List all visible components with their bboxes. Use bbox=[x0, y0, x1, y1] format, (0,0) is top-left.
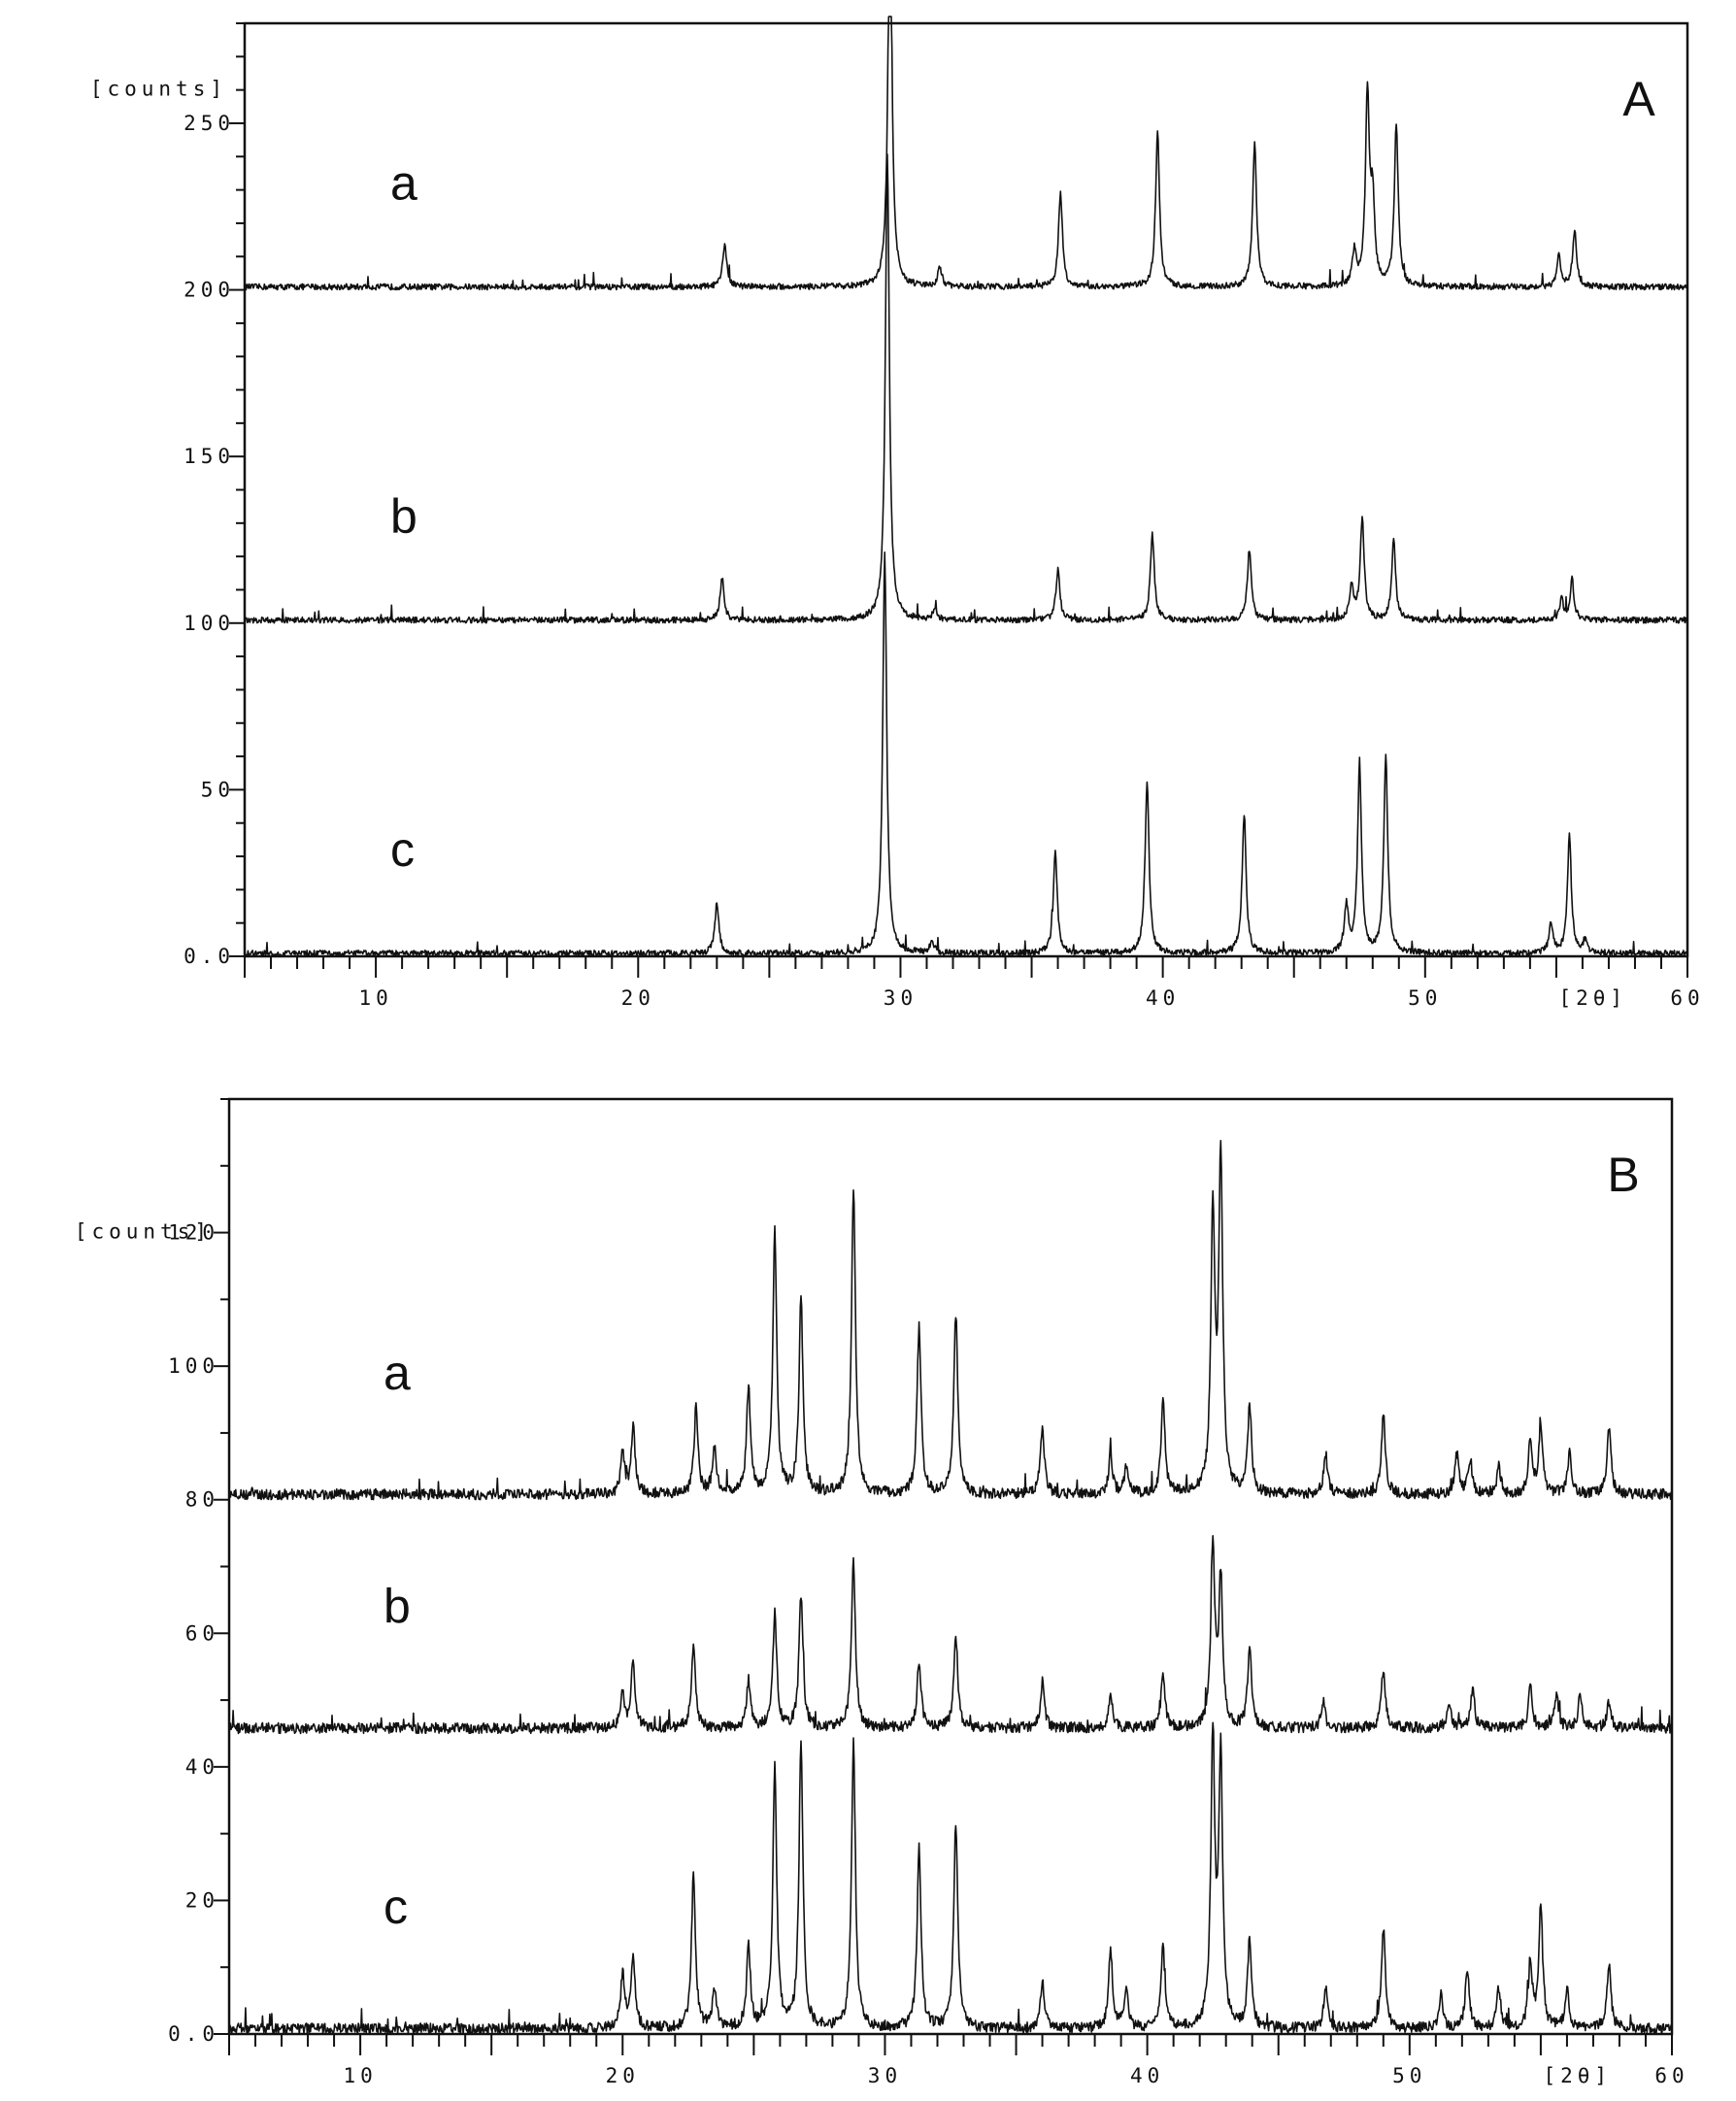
panel-b-chart: 10 20 30 40 50 60 0.0 20 40 60 80 100 120 a b c [coun… bbox=[75, 1097, 1688, 2087]
panel-b-frame bbox=[227, 1097, 1674, 2036]
panel-a-series-label-b: b bbox=[390, 489, 417, 544]
panel-a-y-tick-label: 100 bbox=[184, 612, 235, 635]
panel-b-y-axis: 0.0 20 40 60 80 100 120 bbox=[168, 1098, 229, 2046]
panel-a-x-axis-label: [2θ] bbox=[1558, 986, 1627, 1010]
panel-b-y-tick-label: 0.0 bbox=[168, 2022, 219, 2046]
panel-a-frame bbox=[243, 21, 1689, 958]
panel-a-trace-a bbox=[244, 16, 1688, 291]
panel-b-y-tick-label: 120 bbox=[168, 1221, 219, 1245]
panel-a-x-axis: 10 20 30 40 50 60 bbox=[244, 956, 1704, 1010]
panel-b-y-tick-label: 100 bbox=[168, 1354, 219, 1378]
panel-b-x-tick-label: 40 bbox=[1130, 2064, 1164, 2087]
panel-b-x-tick-label: 10 bbox=[343, 2064, 377, 2087]
panel-a-y-tick-label: 0.0 bbox=[184, 945, 235, 968]
panel-b-label: B bbox=[1607, 1148, 1639, 1202]
panel-a-y-tick-label: 200 bbox=[184, 279, 235, 302]
panel-a-x-tick-label: 10 bbox=[358, 986, 392, 1010]
panel-a-series-label-c: c bbox=[390, 822, 415, 877]
panel-b-x-tick-label: 50 bbox=[1392, 2064, 1426, 2087]
panel-b-x-axis-label: [2θ] bbox=[1543, 2064, 1612, 2087]
panel-b-x-tick-label: 60 bbox=[1654, 2064, 1688, 2087]
panel-b-traces: a b c bbox=[228, 1140, 1673, 2035]
panel-b-y-tick-label: 60 bbox=[185, 1621, 219, 1645]
panel-a-y-tick-label: 250 bbox=[184, 112, 235, 135]
panel-a-trace-c bbox=[244, 551, 1688, 957]
panel-b-series-label-b: b bbox=[384, 1580, 411, 1634]
panel-b-trace-b bbox=[228, 1535, 1673, 1735]
panel-a-x-tick-label: 40 bbox=[1146, 986, 1180, 1010]
panel-b-series-label-c: c bbox=[384, 1880, 408, 1934]
panel-b-x-tick-label: 20 bbox=[606, 2064, 640, 2087]
panel-b-trace-c bbox=[228, 1721, 1673, 2035]
panel-b-y-axis-label: [counts] bbox=[75, 1220, 212, 1244]
panel-a-x-tick-label: 50 bbox=[1408, 986, 1442, 1010]
panel-a-chart: 10 20 30 40 50 60 0.0 50 100 150 200 250 a b c [coun… bbox=[90, 16, 1704, 1010]
panel-b-x-tick-label: 30 bbox=[868, 2064, 902, 2087]
panel-b-y-tick-label: 20 bbox=[185, 1888, 219, 1912]
panel-a-series-label-a: a bbox=[390, 156, 417, 211]
panel-a-y-axis: 0.0 50 100 150 200 250 bbox=[184, 22, 245, 968]
panel-b-y-tick-label: 40 bbox=[185, 1755, 219, 1779]
panel-b-y-tick-label: 80 bbox=[185, 1488, 219, 1512]
panel-a-x-tick-label: 20 bbox=[621, 986, 655, 1010]
panel-b-series-label-a: a bbox=[384, 1346, 411, 1400]
panel-a-x-tick-label: 30 bbox=[884, 986, 918, 1010]
panel-a-y-tick-label: 150 bbox=[184, 445, 235, 468]
panel-a-label: A bbox=[1622, 72, 1655, 126]
panel-b-trace-a bbox=[228, 1140, 1673, 1501]
panel-a-x-tick-label: 60 bbox=[1670, 986, 1704, 1010]
panel-a-trace-b bbox=[244, 153, 1688, 624]
panel-a-traces: a b c bbox=[244, 16, 1688, 957]
panel-b-x-axis: 10 20 30 40 50 60 bbox=[228, 2034, 1688, 2087]
panel-a-y-axis-label: [counts] bbox=[90, 78, 227, 101]
panel-a-y-tick-label: 50 bbox=[201, 778, 235, 801]
